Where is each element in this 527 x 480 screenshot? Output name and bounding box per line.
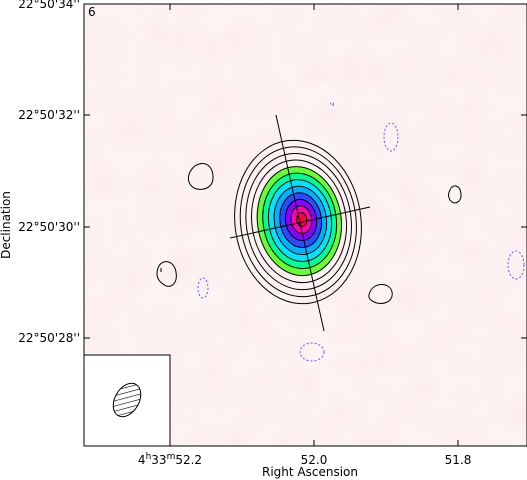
- y-axis-title: Declination: [0, 191, 13, 259]
- y-tick-label: 22°50'34'': [18, 0, 80, 11]
- y-ticks: [84, 3, 527, 339]
- panel-label: 6: [88, 5, 96, 19]
- contour-level: [251, 159, 348, 284]
- x-axis-title: Right Ascension: [262, 465, 358, 479]
- source-contours: [234, 139, 362, 305]
- y-tick-label: 22°50'32'': [18, 108, 80, 122]
- y-tick-label: 22°50'30'': [18, 220, 80, 234]
- beam-ellipse: [112, 382, 142, 418]
- position-cross: [229, 114, 371, 332]
- y-tick-label: 22°50'28'': [18, 331, 80, 345]
- contour-level: [234, 139, 362, 305]
- contour-level: [239, 146, 357, 298]
- contour-level: [245, 152, 352, 291]
- beam-box: [84, 354, 171, 446]
- x-ticks: [169, 4, 459, 446]
- plot-frame: [83, 3, 527, 447]
- negative-contours: [197, 102, 525, 362]
- plot-area: 6: [84, 4, 527, 446]
- side-contours: [156, 163, 462, 305]
- x-tick-label: 52.0: [301, 453, 328, 467]
- x-tick-label: 51.8: [445, 453, 472, 467]
- x-tick-label: 4h33m52.2: [138, 452, 202, 467]
